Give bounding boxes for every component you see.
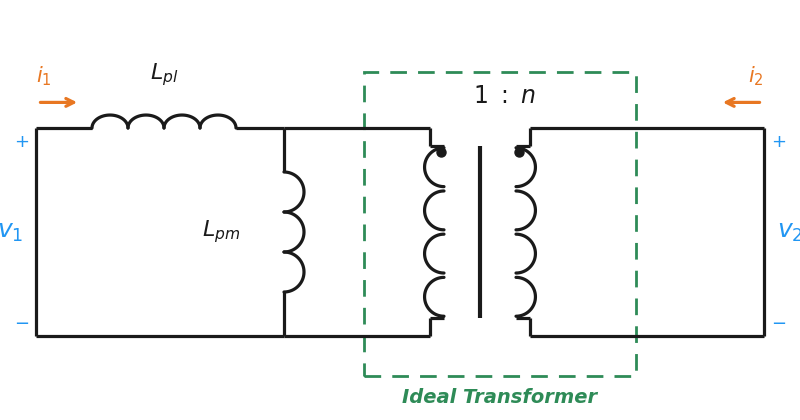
Text: $1\ :\ n$: $1\ :\ n$: [473, 84, 535, 108]
Text: $+$: $+$: [14, 134, 29, 151]
Text: $+$: $+$: [771, 134, 786, 151]
Text: $v_2$: $v_2$: [777, 220, 800, 244]
Text: $L_{pm}$: $L_{pm}$: [202, 218, 240, 245]
Text: $-$: $-$: [14, 312, 29, 331]
Text: $-$: $-$: [771, 312, 786, 331]
Text: $i_2$: $i_2$: [748, 64, 764, 88]
Text: $v_1$: $v_1$: [0, 220, 23, 244]
Text: $i_1$: $i_1$: [36, 64, 52, 88]
Text: $L_{pl}$: $L_{pl}$: [150, 61, 178, 88]
Text: Ideal Transformer: Ideal Transformer: [402, 388, 598, 407]
